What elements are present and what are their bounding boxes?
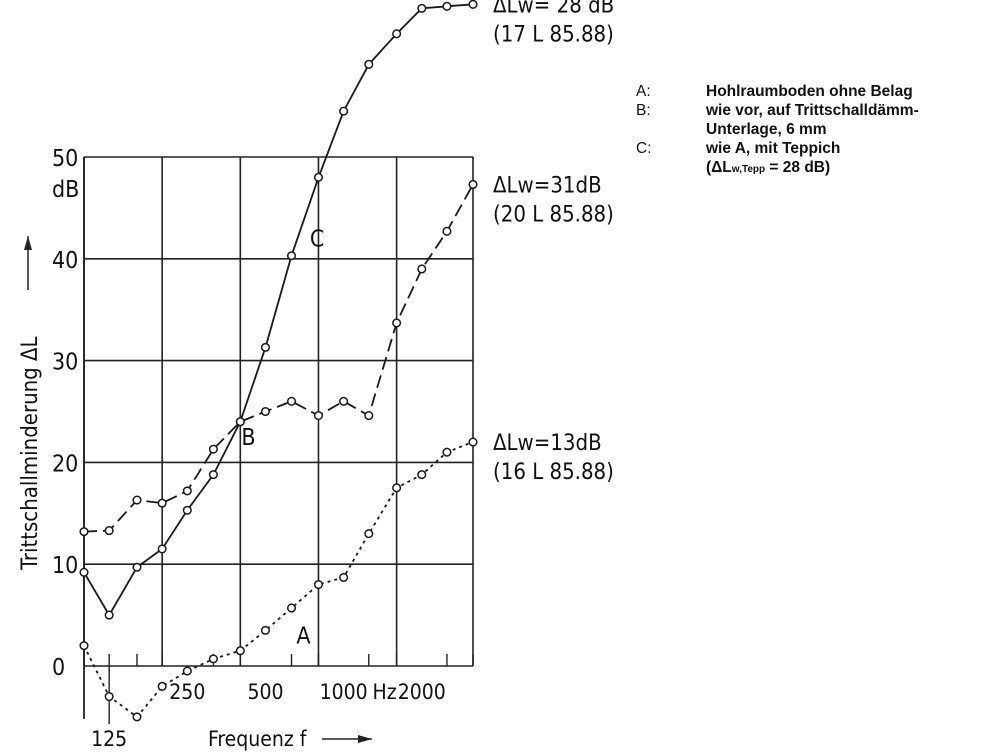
- data-point-a: [260, 625, 271, 635]
- legend-key-b: B:: [636, 102, 651, 119]
- data-point-c: [182, 505, 192, 515]
- data-point-c: [468, 0, 478, 9]
- legend-key-a: A:: [636, 83, 651, 100]
- end-label-a-1: ΔLw=13dB: [493, 431, 602, 456]
- series-label-c: C: [310, 226, 324, 252]
- data-point-b: [104, 526, 114, 536]
- data-point-a: [417, 470, 427, 480]
- data-point-c: [286, 251, 297, 261]
- data-point-b: [132, 495, 142, 505]
- data-point-b: [182, 486, 192, 496]
- data-point-a: [392, 483, 402, 493]
- data-point-c: [417, 3, 427, 13]
- legend-key-c: C:: [636, 140, 652, 157]
- y-tick-label-0: 0: [52, 655, 65, 681]
- x-axis-arrow-head: [358, 735, 372, 743]
- data-point-c: [104, 610, 114, 620]
- data-point-a: [442, 447, 452, 457]
- x-tick-label-125: 125: [91, 727, 127, 751]
- data-point-b: [313, 411, 324, 421]
- data-point-b: [442, 226, 452, 236]
- legend: A: Hohlraumboden ohne Belag B: wie vor, …: [636, 82, 981, 179]
- x-tick-label-250: 250: [169, 680, 205, 704]
- data-point-c: [79, 567, 89, 577]
- data-point-c: [157, 544, 167, 554]
- y-tick-label-30: 30: [52, 350, 78, 376]
- data-point-a: [468, 437, 478, 447]
- x-tick-label-500: 500: [247, 680, 283, 704]
- end-label-b-1: ΔLw=31dB: [493, 173, 602, 198]
- data-point-a: [104, 691, 114, 702]
- end-label-c-1: ΔLw= 28 dB: [493, 0, 614, 18]
- data-point-c: [260, 342, 271, 352]
- data-point-b: [339, 396, 349, 406]
- data-point-c: [208, 470, 218, 480]
- series-label-b: B: [241, 425, 255, 451]
- legend-text-a: Hohlraumboden ohne Belag: [706, 83, 913, 100]
- y-axis-arrow-head: [24, 236, 32, 250]
- end-label-b-2: (20 L 85.88): [493, 202, 614, 227]
- legend-text-c: wie A, mit Teppich: [706, 140, 841, 157]
- data-point-a: [339, 572, 349, 582]
- data-point-b: [286, 396, 297, 406]
- legend-text-b: wie vor, auf Trittschalldämm-: [706, 102, 919, 119]
- data-point-c: [313, 172, 324, 182]
- data-point-a: [235, 646, 245, 656]
- x-tick-label-2000: 2000: [398, 680, 446, 704]
- legend-text-c-cont: (ΔLw,Tepp = 28 dB): [636, 158, 981, 179]
- data-point-b: [417, 264, 427, 274]
- y-tick-label-40: 40: [52, 248, 78, 274]
- x-axis-label: Frequenz f: [208, 727, 308, 751]
- end-label-a-2: (16 L 85.88): [493, 460, 614, 485]
- legend-c-cont-post: = 28 dB): [765, 159, 831, 176]
- data-point-b: [157, 498, 167, 508]
- x-tick-label-1000: 1000: [320, 680, 368, 704]
- data-point-b: [468, 179, 478, 190]
- y-tick-label-20: 20: [52, 451, 78, 477]
- data-point-c: [364, 59, 374, 69]
- series-line-a: [83, 441, 474, 719]
- data-point-a: [208, 654, 218, 664]
- data-point-a: [157, 681, 167, 691]
- data-point-a: [313, 580, 324, 590]
- data-point-c: [442, 1, 452, 11]
- data-point-a: [364, 529, 374, 539]
- x-hz-label: Hz: [373, 680, 397, 704]
- data-point-b: [392, 318, 402, 328]
- y-tick-label-50: 50: [52, 146, 78, 172]
- legend-c-cont-pre: (ΔL: [706, 159, 732, 176]
- series-line-c: [83, 3, 474, 617]
- y-tick-label-10: 10: [52, 553, 78, 579]
- data-point-a: [182, 666, 192, 676]
- data-point-c: [392, 29, 402, 39]
- data-point-b: [260, 406, 271, 417]
- data-point-c: [339, 106, 349, 116]
- data-point-c: [235, 417, 245, 427]
- legend-text-b-cont: Unterlage, 6 mm: [706, 121, 827, 138]
- legend-item-a: A: Hohlraumboden ohne Belag: [636, 82, 981, 101]
- data-point-b: [364, 411, 374, 421]
- y-axis-label: Trittschallminderung ΔL: [18, 336, 43, 571]
- legend-c-cont-sub: w,Tepp: [731, 164, 766, 175]
- series-label-a: A: [296, 623, 310, 649]
- series-line-b: [83, 184, 474, 533]
- end-label-c-2: (17 L 85.88): [493, 22, 614, 47]
- data-point-b: [208, 444, 218, 454]
- data-point-c: [132, 562, 142, 572]
- legend-item-c: C: wie A, mit Teppich: [636, 139, 981, 158]
- data-point-b: [79, 527, 89, 537]
- data-point-a: [79, 641, 89, 651]
- legend-item-b: B: wie vor, auf Trittschalldämm-: [636, 101, 981, 120]
- y-unit-label: dB: [52, 177, 79, 203]
- data-point-a: [132, 712, 142, 722]
- data-point-a: [286, 603, 297, 613]
